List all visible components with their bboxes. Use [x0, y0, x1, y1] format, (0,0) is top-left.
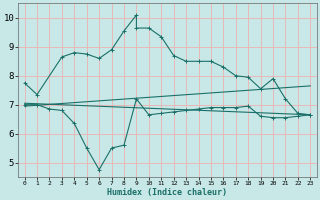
- X-axis label: Humidex (Indice chaleur): Humidex (Indice chaleur): [108, 188, 228, 197]
